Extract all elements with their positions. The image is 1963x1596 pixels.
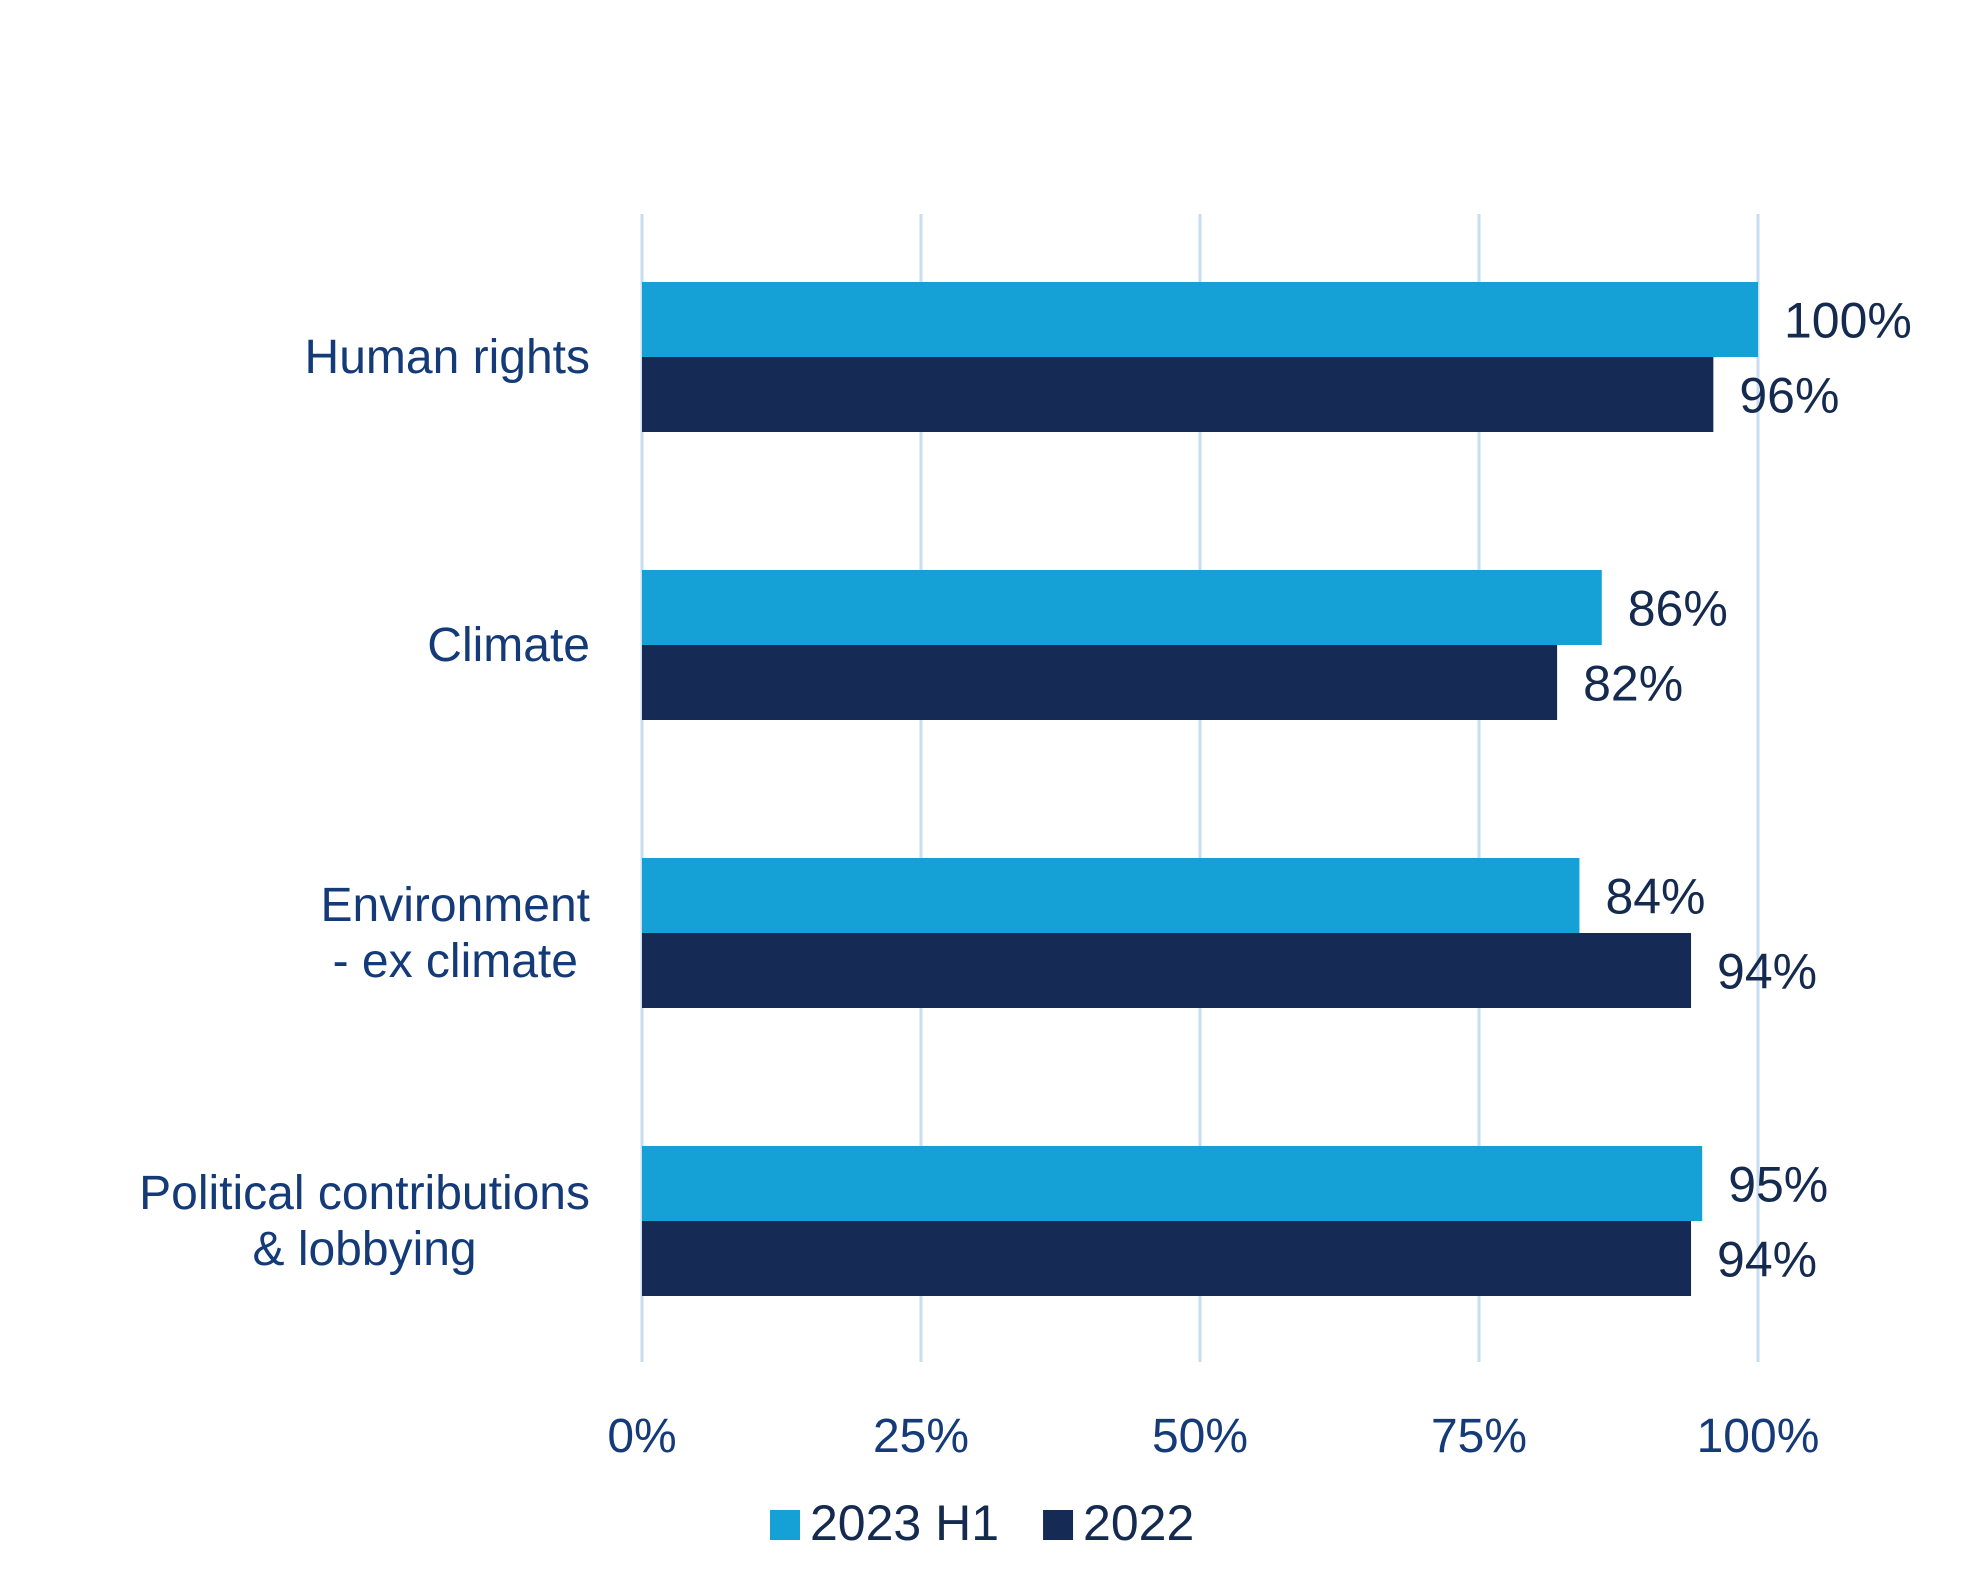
data-label: 96% xyxy=(1739,368,1839,424)
bar-2023-h1-0 xyxy=(642,282,1758,357)
legend-swatch-2022 xyxy=(1043,1510,1074,1540)
legend-label: 2022 xyxy=(1083,1495,1194,1551)
x-tick-label: 0% xyxy=(607,1410,676,1463)
x-tick-label: 25% xyxy=(873,1410,969,1463)
bar-2023-h1-3 xyxy=(642,1146,1703,1221)
data-label: 94% xyxy=(1717,944,1817,1000)
data-label: 95% xyxy=(1728,1157,1828,1213)
data-label: 100% xyxy=(1784,293,1912,349)
category-label-line: Political contributions xyxy=(139,1167,590,1220)
data-label: 84% xyxy=(1605,869,1705,925)
labels: 0% 25% 50% 75% 100% 100% 96% Human rights 86% 82%… xyxy=(139,293,1912,1464)
bar-2023-h1-2 xyxy=(642,858,1580,933)
x-tick-label: 50% xyxy=(1152,1410,1248,1463)
x-tick-label: 75% xyxy=(1431,1410,1527,1463)
category-label: Climate xyxy=(427,619,590,672)
category-label: Human rights xyxy=(305,331,590,384)
bar-2022-3 xyxy=(642,1221,1692,1296)
bar-2022-2 xyxy=(642,933,1692,1008)
bars xyxy=(642,282,1758,1296)
category-label: Environment - ex climate xyxy=(321,879,590,988)
data-label: 82% xyxy=(1583,656,1683,712)
data-label: 86% xyxy=(1628,581,1728,637)
bar-2022-0 xyxy=(642,357,1714,432)
legend: 2023 H1 2022 xyxy=(770,1495,1194,1551)
bar-2023-h1-1 xyxy=(642,570,1602,645)
category-label-line: & lobbying xyxy=(252,1223,476,1276)
legend-swatch-2023-h1 xyxy=(770,1510,800,1540)
category-label: Political contributions & lobbying xyxy=(139,1167,590,1276)
category-label-line: - ex climate xyxy=(333,935,578,988)
x-tick-label: 100% xyxy=(1697,1410,1820,1463)
legend-label: 2023 H1 xyxy=(810,1495,999,1551)
bar-2022-1 xyxy=(642,645,1558,720)
category-label-line: Environment xyxy=(321,879,590,932)
category-label-line: Climate xyxy=(427,619,590,672)
category-label-line: Human rights xyxy=(305,331,590,384)
data-label: 94% xyxy=(1717,1232,1817,1288)
